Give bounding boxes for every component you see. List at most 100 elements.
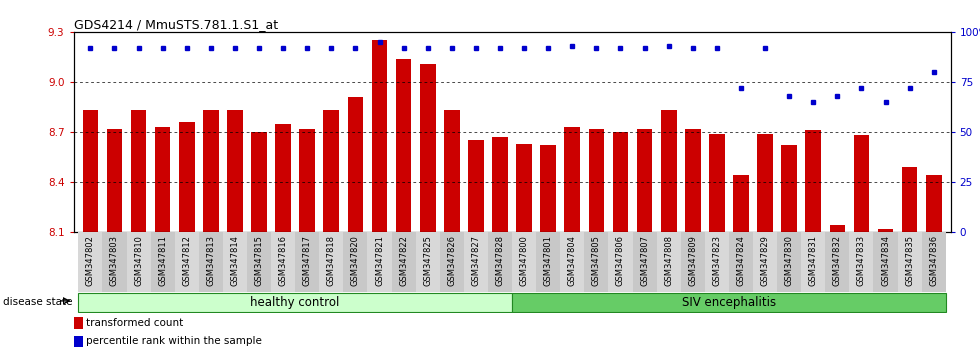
Text: GSM347807: GSM347807 (640, 235, 649, 286)
Bar (632, 232, 657, 292)
Bar (396, 58, 412, 232)
Bar (343, 232, 368, 292)
Bar (854, 135, 869, 232)
Bar (440, 232, 464, 292)
Bar (825, 232, 850, 292)
Bar (368, 232, 392, 292)
Text: GSM347803: GSM347803 (110, 235, 119, 286)
Bar (348, 97, 364, 232)
Bar (247, 232, 271, 292)
Bar (419, 63, 435, 232)
Bar (758, 133, 773, 232)
Bar (753, 232, 777, 292)
Bar (130, 110, 146, 232)
Text: GSM347810: GSM347810 (134, 235, 143, 286)
Text: transformed count: transformed count (86, 318, 183, 328)
Bar (540, 145, 556, 232)
Text: GSM347829: GSM347829 (760, 235, 769, 286)
Bar (802, 232, 825, 292)
Bar (107, 129, 122, 232)
Text: GSM347831: GSM347831 (808, 235, 817, 286)
Bar (829, 225, 845, 232)
Bar (657, 232, 681, 292)
Text: GSM347834: GSM347834 (881, 235, 890, 286)
Bar (921, 232, 946, 292)
Bar (584, 232, 609, 292)
Bar (151, 232, 174, 292)
Text: GSM347833: GSM347833 (857, 235, 866, 286)
Text: GSM347826: GSM347826 (447, 235, 457, 286)
Text: GSM347801: GSM347801 (544, 235, 553, 286)
Bar (199, 232, 222, 292)
Text: GSM347802: GSM347802 (86, 235, 95, 286)
Text: GSM347804: GSM347804 (567, 235, 577, 286)
Bar (661, 110, 676, 232)
Bar (512, 232, 536, 292)
Bar (295, 232, 319, 292)
Bar (685, 129, 701, 232)
Bar (878, 229, 894, 232)
Text: GSM347835: GSM347835 (906, 235, 914, 286)
Text: healthy control: healthy control (251, 296, 340, 309)
Text: GSM347830: GSM347830 (785, 235, 794, 286)
Text: GSM347821: GSM347821 (375, 235, 384, 286)
Bar (444, 110, 460, 232)
Text: GSM347832: GSM347832 (833, 235, 842, 286)
Bar (492, 137, 508, 232)
Bar (564, 127, 580, 232)
Bar (637, 129, 653, 232)
Bar (898, 232, 921, 292)
Bar (203, 110, 219, 232)
Text: GSM347827: GSM347827 (471, 235, 480, 286)
Bar (275, 124, 291, 232)
Bar (155, 127, 171, 232)
Bar (781, 145, 797, 232)
Text: GSM347825: GSM347825 (423, 235, 432, 286)
Bar (589, 129, 605, 232)
Text: GSM347817: GSM347817 (303, 235, 312, 286)
Text: GSM347806: GSM347806 (616, 235, 625, 286)
Text: disease state: disease state (3, 297, 73, 307)
Bar (174, 232, 199, 292)
Text: GSM347818: GSM347818 (326, 235, 336, 286)
Text: GSM347836: GSM347836 (929, 235, 938, 286)
Text: GSM347805: GSM347805 (592, 235, 601, 286)
Text: GSM347809: GSM347809 (688, 235, 698, 286)
Text: GSM347813: GSM347813 (207, 235, 216, 286)
Text: GSM347814: GSM347814 (230, 235, 239, 286)
Bar (222, 232, 247, 292)
Text: GSM347816: GSM347816 (278, 235, 288, 286)
Bar (179, 122, 195, 232)
Bar (926, 175, 942, 232)
Bar (300, 129, 315, 232)
Bar (612, 132, 628, 232)
Bar (512, 293, 946, 312)
Bar (710, 133, 724, 232)
Bar (733, 175, 749, 232)
Bar (729, 232, 753, 292)
Text: GSM347828: GSM347828 (496, 235, 505, 286)
Bar (516, 143, 532, 232)
Bar (416, 232, 440, 292)
Bar (536, 232, 561, 292)
Text: GSM347823: GSM347823 (712, 235, 721, 286)
Bar (227, 110, 243, 232)
Bar (681, 232, 705, 292)
Bar (82, 110, 98, 232)
Bar (561, 232, 584, 292)
Bar (323, 110, 339, 232)
Text: GSM347820: GSM347820 (351, 235, 360, 286)
Bar (609, 232, 632, 292)
Bar (126, 232, 151, 292)
Bar (78, 232, 103, 292)
Bar (806, 130, 821, 232)
Bar (103, 232, 126, 292)
Bar (371, 40, 387, 232)
Text: GSM347808: GSM347808 (664, 235, 673, 286)
Text: percentile rank within the sample: percentile rank within the sample (86, 336, 262, 346)
Bar (468, 140, 484, 232)
Bar (488, 232, 512, 292)
Text: GSM347800: GSM347800 (519, 235, 528, 286)
Text: GSM347812: GSM347812 (182, 235, 191, 286)
Bar (850, 232, 873, 292)
